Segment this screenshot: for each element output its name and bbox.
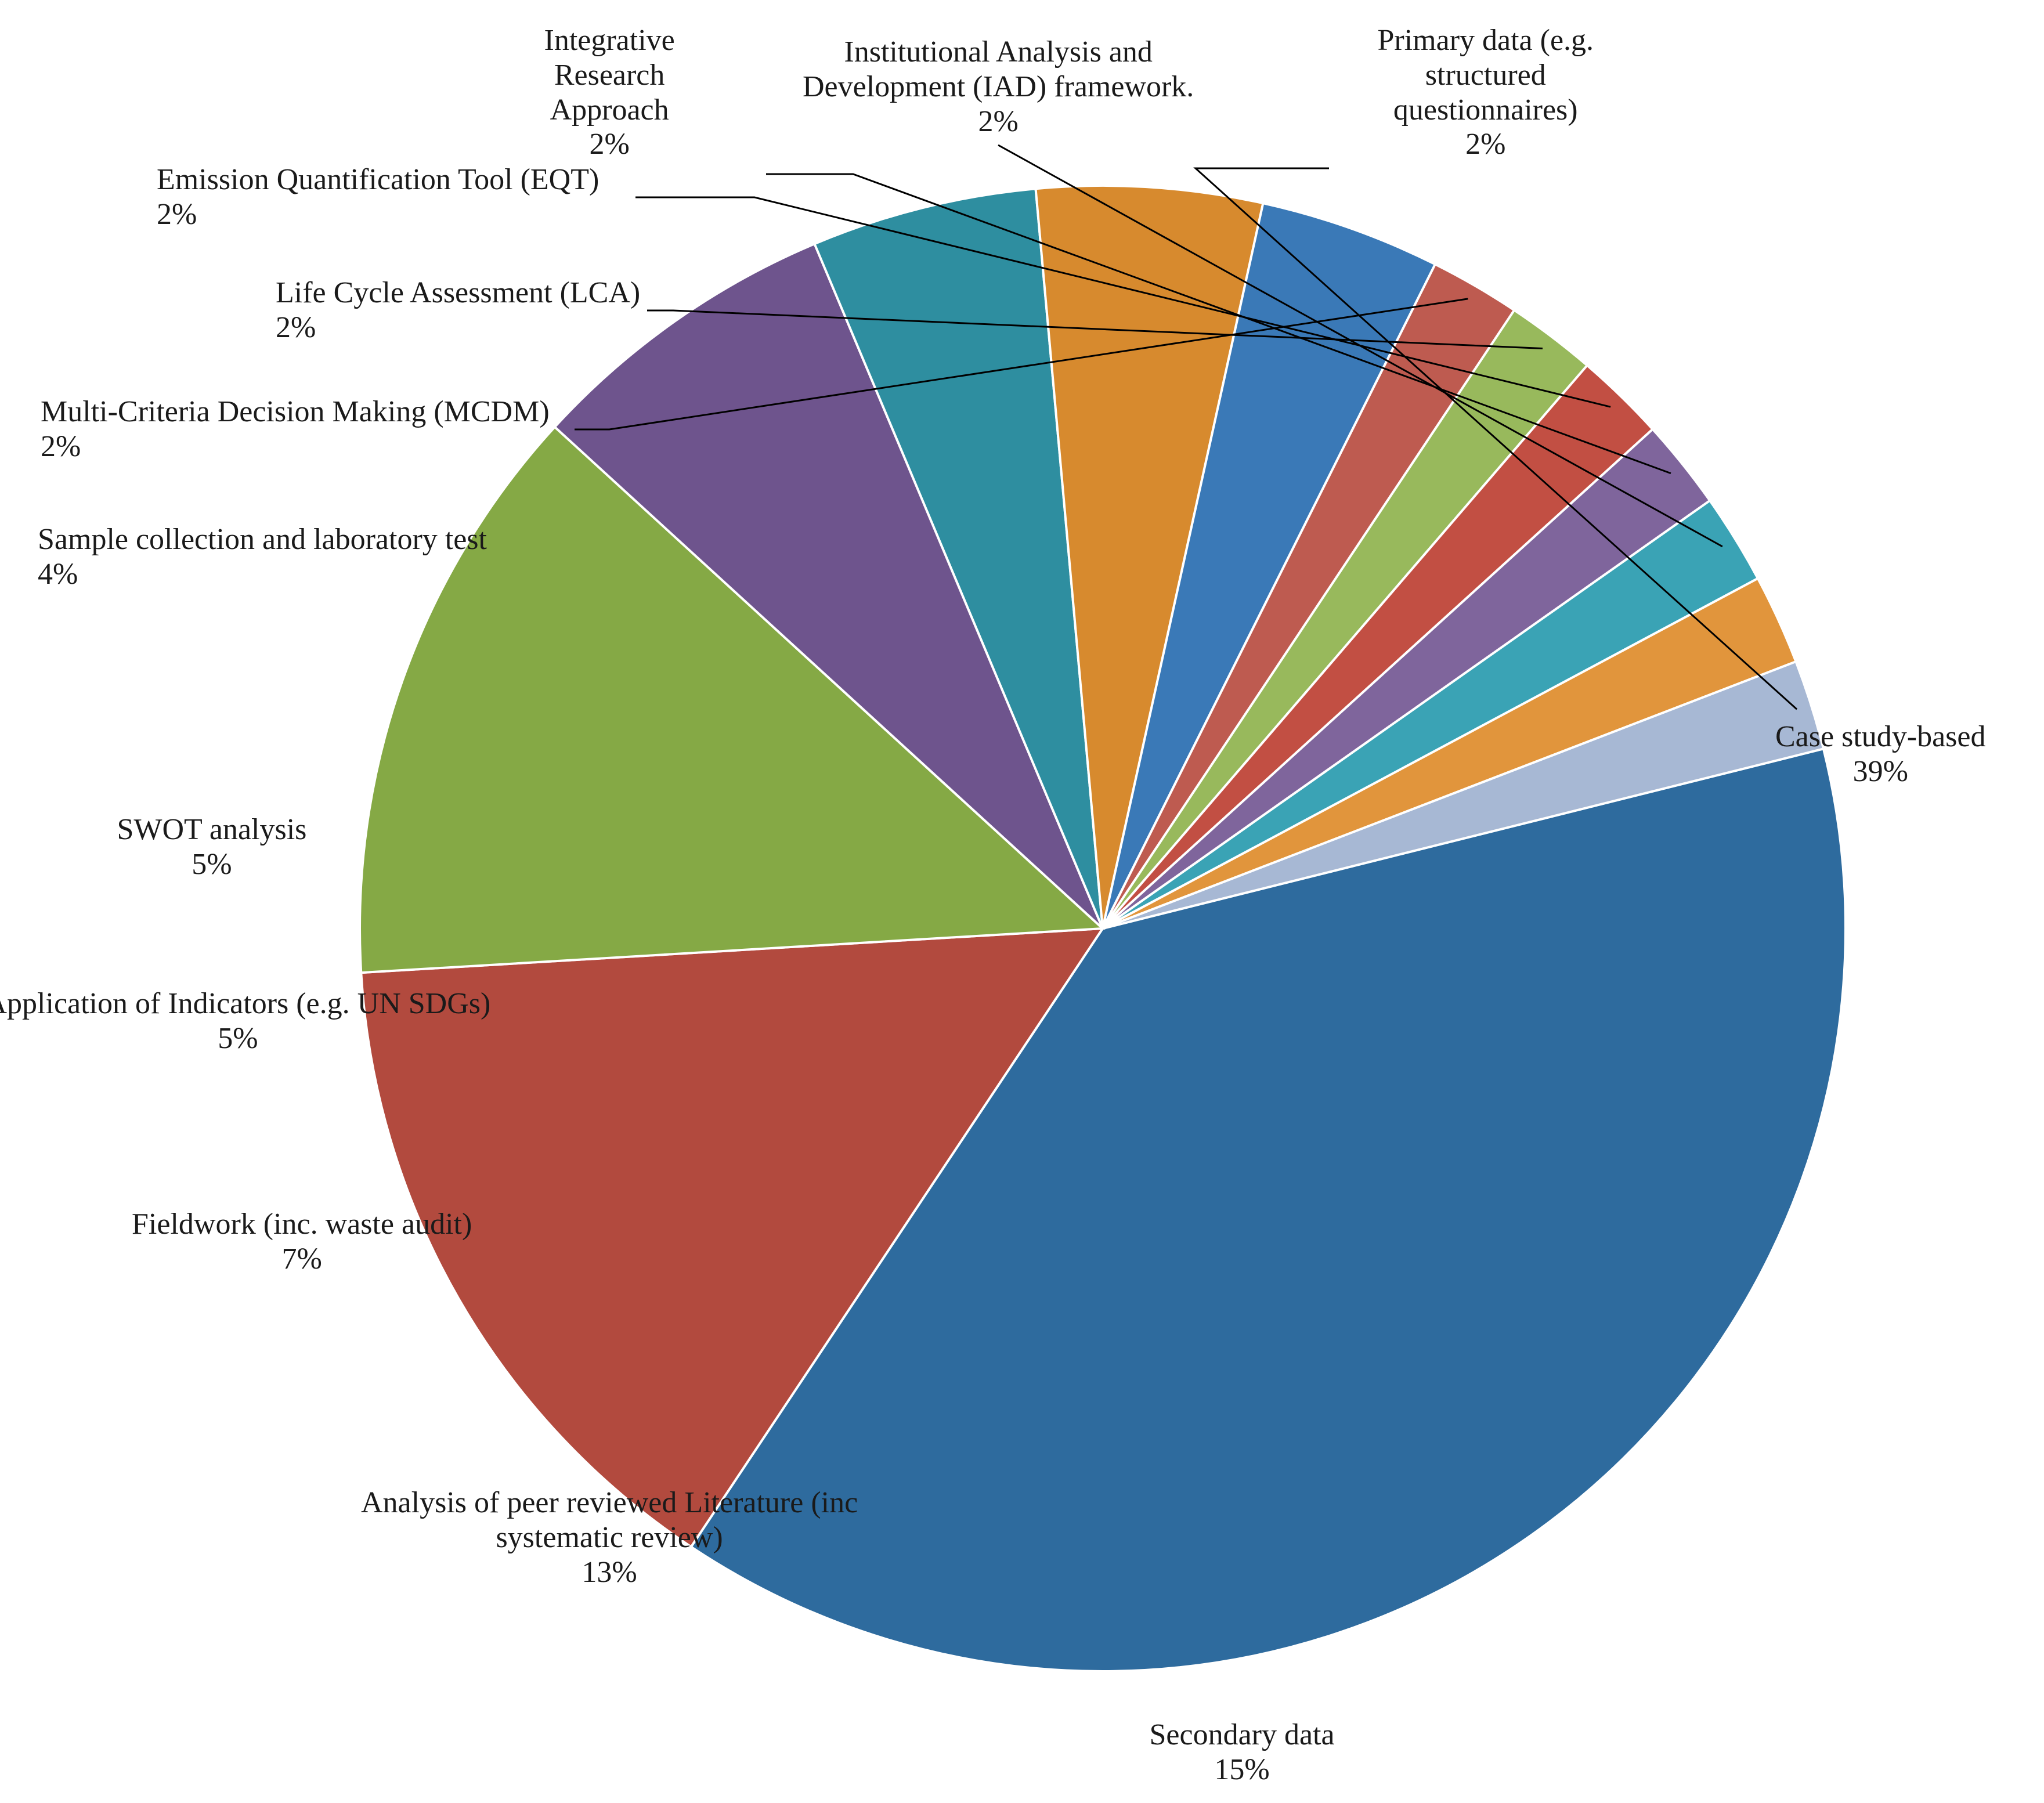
pie-slices: [360, 186, 1846, 1671]
pie-chart-container: Case study-based 39%Secondary data 15%An…: [0, 0, 2044, 1803]
pie-chart-svg: [0, 0, 2044, 1803]
